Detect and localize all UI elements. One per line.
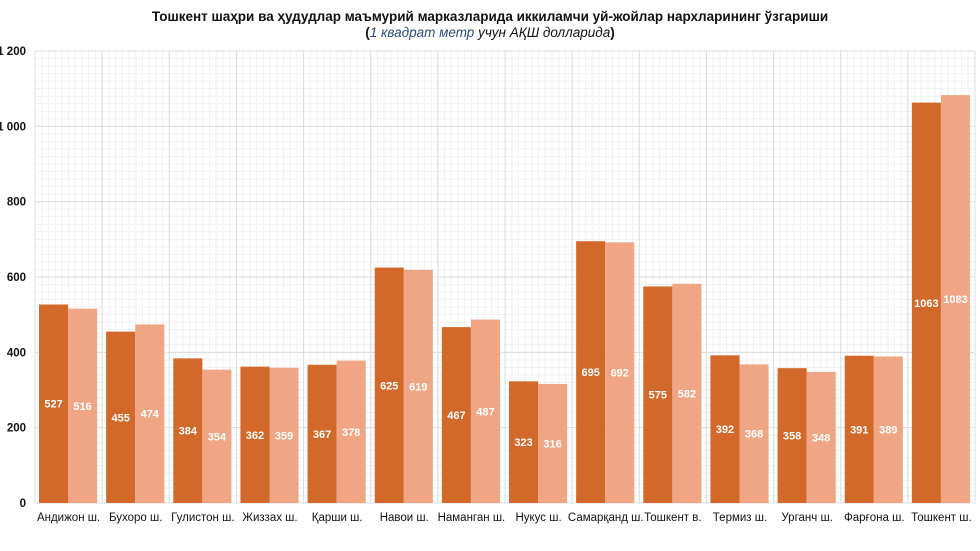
data-label: 467: [447, 410, 465, 422]
subtitle-unit: 1 квадрат метр: [369, 25, 475, 40]
bar-series-1: [441, 327, 471, 503]
bar-series-1: [240, 366, 270, 503]
bar-series-2: [336, 360, 366, 503]
y-axis-labels: 0 200 400 600 800 1 000 1 200: [0, 46, 26, 510]
data-label: 389: [879, 425, 897, 437]
y-tick-label: 800: [7, 197, 26, 209]
data-label: 1083: [943, 294, 967, 306]
bar-series-1: [844, 355, 874, 503]
x-tick-label: Гулистон ш.: [171, 512, 234, 524]
data-label: 359: [275, 430, 293, 442]
bar-series-2: [538, 383, 568, 503]
data-label: 487: [476, 406, 494, 418]
bar-series-2: [672, 283, 702, 503]
data-label: 358: [783, 431, 801, 443]
data-label: 368: [745, 429, 763, 441]
bar-series-2: [873, 356, 903, 503]
bar-series-2: [940, 95, 970, 503]
data-label: 367: [313, 429, 331, 441]
data-label: 625: [380, 380, 398, 392]
chart-subtitle: (1 квадрат метр учун АҚШ долларида): [0, 25, 980, 40]
x-axis-labels: Андижон ш. Бухоро ш. Гулистон ш. Жиззах ш. Қ…: [37, 512, 972, 524]
data-label: 692: [611, 368, 629, 380]
bar-series-2: [739, 364, 769, 503]
y-tick-label: 1 000: [0, 121, 26, 133]
bars: [39, 95, 970, 503]
bar-series-2: [202, 369, 232, 503]
subtitle-open: (: [365, 25, 370, 40]
bar-series-2: [605, 242, 635, 503]
x-tick-label: Бухоро ш.: [109, 512, 162, 524]
bar-series-2: [68, 308, 98, 503]
x-tick-label: Самарқанд ш.: [568, 512, 644, 524]
x-tick-label: Жиззах ш.: [242, 512, 297, 524]
x-tick-label: Навои ш.: [380, 512, 429, 524]
data-label: 323: [514, 437, 532, 449]
data-label: 695: [581, 367, 599, 379]
bar-series-1: [911, 102, 941, 503]
x-tick-label: Фарғона ш.: [844, 512, 905, 524]
x-tick-label: Урганч ш.: [781, 512, 832, 524]
data-label: 316: [543, 438, 561, 450]
data-label: 582: [678, 388, 696, 400]
x-tick-label: Қарши ш.: [312, 512, 363, 524]
bar-series-1: [374, 267, 404, 503]
data-label: 392: [716, 424, 734, 436]
x-tick-label: Тошкент ш.: [911, 512, 972, 524]
bar-series-1: [106, 331, 136, 503]
x-tick-label: Андижон ш.: [37, 512, 100, 524]
bar-series-1: [509, 381, 539, 503]
y-tick-label: 400: [7, 347, 26, 359]
x-tick-label: Нукус ш.: [515, 512, 561, 524]
data-label: 1063: [914, 298, 938, 310]
data-label: 378: [342, 427, 360, 439]
y-tick-label: 200: [7, 423, 26, 435]
data-label: 575: [649, 390, 667, 402]
data-label: 619: [409, 381, 427, 393]
data-labels: 527 516 455 474 384 354 362 359 367 378 625 619 467 4…: [44, 294, 967, 450]
x-tick-label: Тошкент в.: [644, 512, 701, 524]
y-tick-label: 1 200: [0, 46, 26, 58]
bar-series-2: [403, 269, 433, 503]
y-tick-label: 600: [7, 272, 26, 284]
chart-title: Тошкент шаҳри ва ҳудудлар маъмурий марка…: [151, 9, 829, 24]
data-label: 527: [44, 399, 62, 411]
bar-series-1: [39, 304, 69, 503]
y-tick-label: 0: [20, 498, 26, 510]
x-tick-label: Наманган ш.: [438, 512, 506, 524]
bar-series-1: [307, 364, 337, 503]
data-label: 516: [73, 401, 91, 413]
bar-series-2: [269, 367, 299, 503]
bar-series-1: [173, 358, 203, 503]
data-label: 354: [208, 431, 227, 443]
x-tick-label: Термиз ш.: [713, 512, 767, 524]
subtitle-close: ): [610, 25, 615, 40]
data-label: 384: [179, 426, 198, 438]
bar-series-2: [135, 324, 165, 503]
major-grid: [34, 50, 976, 504]
bar-series-1: [710, 355, 740, 503]
subtitle-currency: учун АҚШ долларида: [474, 25, 611, 40]
bar-series-2: [806, 371, 836, 503]
bar-series-1: [576, 241, 606, 503]
data-label: 362: [246, 430, 264, 442]
bar-series-1: [777, 368, 807, 503]
data-label: 474: [141, 409, 160, 421]
bar-series-2: [470, 319, 500, 503]
data-label: 391: [850, 424, 868, 436]
bar-series-1: [643, 286, 673, 503]
data-label: 348: [812, 432, 830, 444]
data-label: 455: [111, 412, 129, 424]
